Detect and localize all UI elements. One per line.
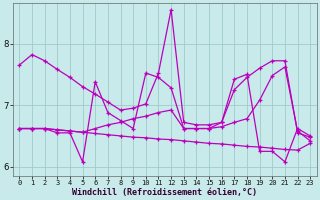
X-axis label: Windchill (Refroidissement éolien,°C): Windchill (Refroidissement éolien,°C) (72, 188, 257, 197)
